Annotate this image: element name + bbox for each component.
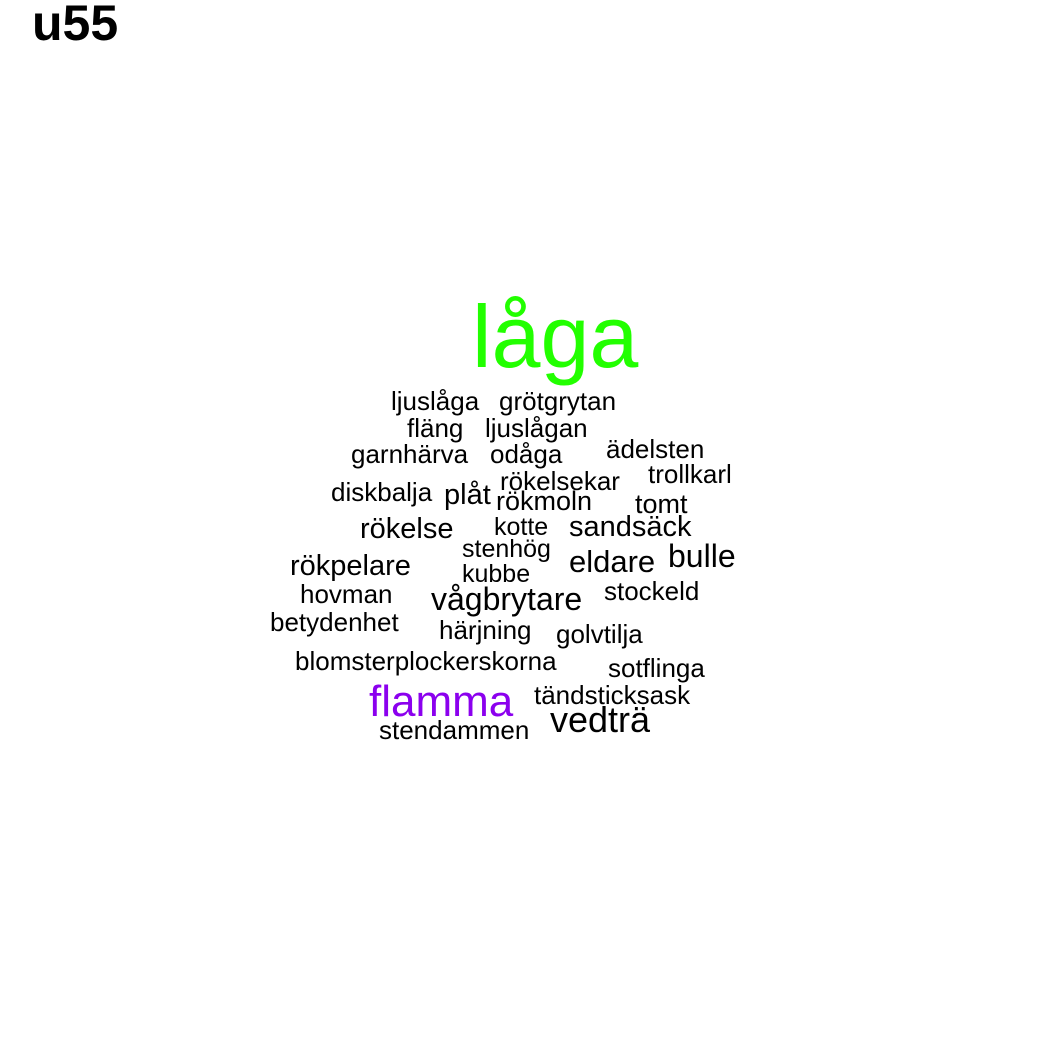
- word-diskbalja: diskbalja: [331, 477, 433, 507]
- word-eldare: eldare: [569, 544, 656, 579]
- word-betydenhet: betydenhet: [270, 607, 399, 637]
- word-sandsack: sandsäck: [569, 511, 692, 543]
- word-stendammen: stendammen: [379, 715, 530, 745]
- word-rokelsekar: rökelsekar: [500, 466, 620, 496]
- word-tandsticksask: tändsticksask: [534, 680, 691, 710]
- word-harjning: härjning: [439, 615, 532, 645]
- word-kubbe: kubbe: [462, 560, 531, 588]
- word-golvtilja: golvtilja: [556, 619, 643, 649]
- word-hovman: hovman: [300, 579, 393, 609]
- word-trollkarl: trollkarl: [648, 459, 732, 489]
- word-ljuslagan: ljuslågan: [485, 413, 588, 443]
- word-rokmoln: rökmoln: [496, 486, 593, 516]
- word-bulle: bulle: [668, 538, 736, 574]
- word-laga: låga: [472, 287, 639, 386]
- word-garnharva: garnhärva: [351, 439, 469, 469]
- word-tomt: tomt: [635, 489, 688, 519]
- word-plat: plåt: [444, 479, 491, 511]
- word-sotflinga: sotflinga: [608, 653, 705, 683]
- word-adelsten: ädelsten: [606, 434, 705, 464]
- word-grotgrytan: grötgrytan: [499, 386, 617, 416]
- word-vedtra: vedträ: [550, 699, 651, 740]
- word-flamma: flamma: [369, 677, 514, 726]
- word-kotte: kotte: [494, 513, 549, 541]
- page-title: u55: [32, 0, 119, 51]
- word-rokelse: rökelse: [360, 513, 454, 545]
- word-rokpelare: rökpelare: [290, 550, 411, 582]
- word-ljuslaga: ljuslåga: [391, 386, 480, 416]
- word-odaga: odåga: [490, 439, 563, 469]
- word-vagbrytare: vågbrytare: [431, 581, 583, 617]
- word-flang: fläng: [407, 413, 464, 443]
- word-blomsterplockerskorna: blomsterplockerskorna: [295, 646, 557, 676]
- word-stenhog: stenhög: [462, 535, 551, 563]
- word-stockeld: stockeld: [604, 576, 700, 606]
